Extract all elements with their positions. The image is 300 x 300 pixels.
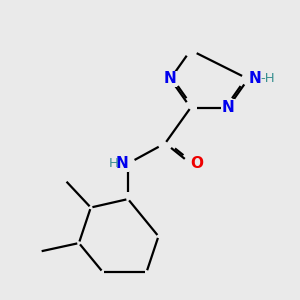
Text: N: N xyxy=(248,71,261,86)
Text: O: O xyxy=(190,156,204,171)
Text: N: N xyxy=(115,156,128,171)
Text: N: N xyxy=(221,100,234,115)
Text: H: H xyxy=(109,157,118,170)
Text: -H: -H xyxy=(260,72,275,86)
Text: N: N xyxy=(164,71,177,86)
